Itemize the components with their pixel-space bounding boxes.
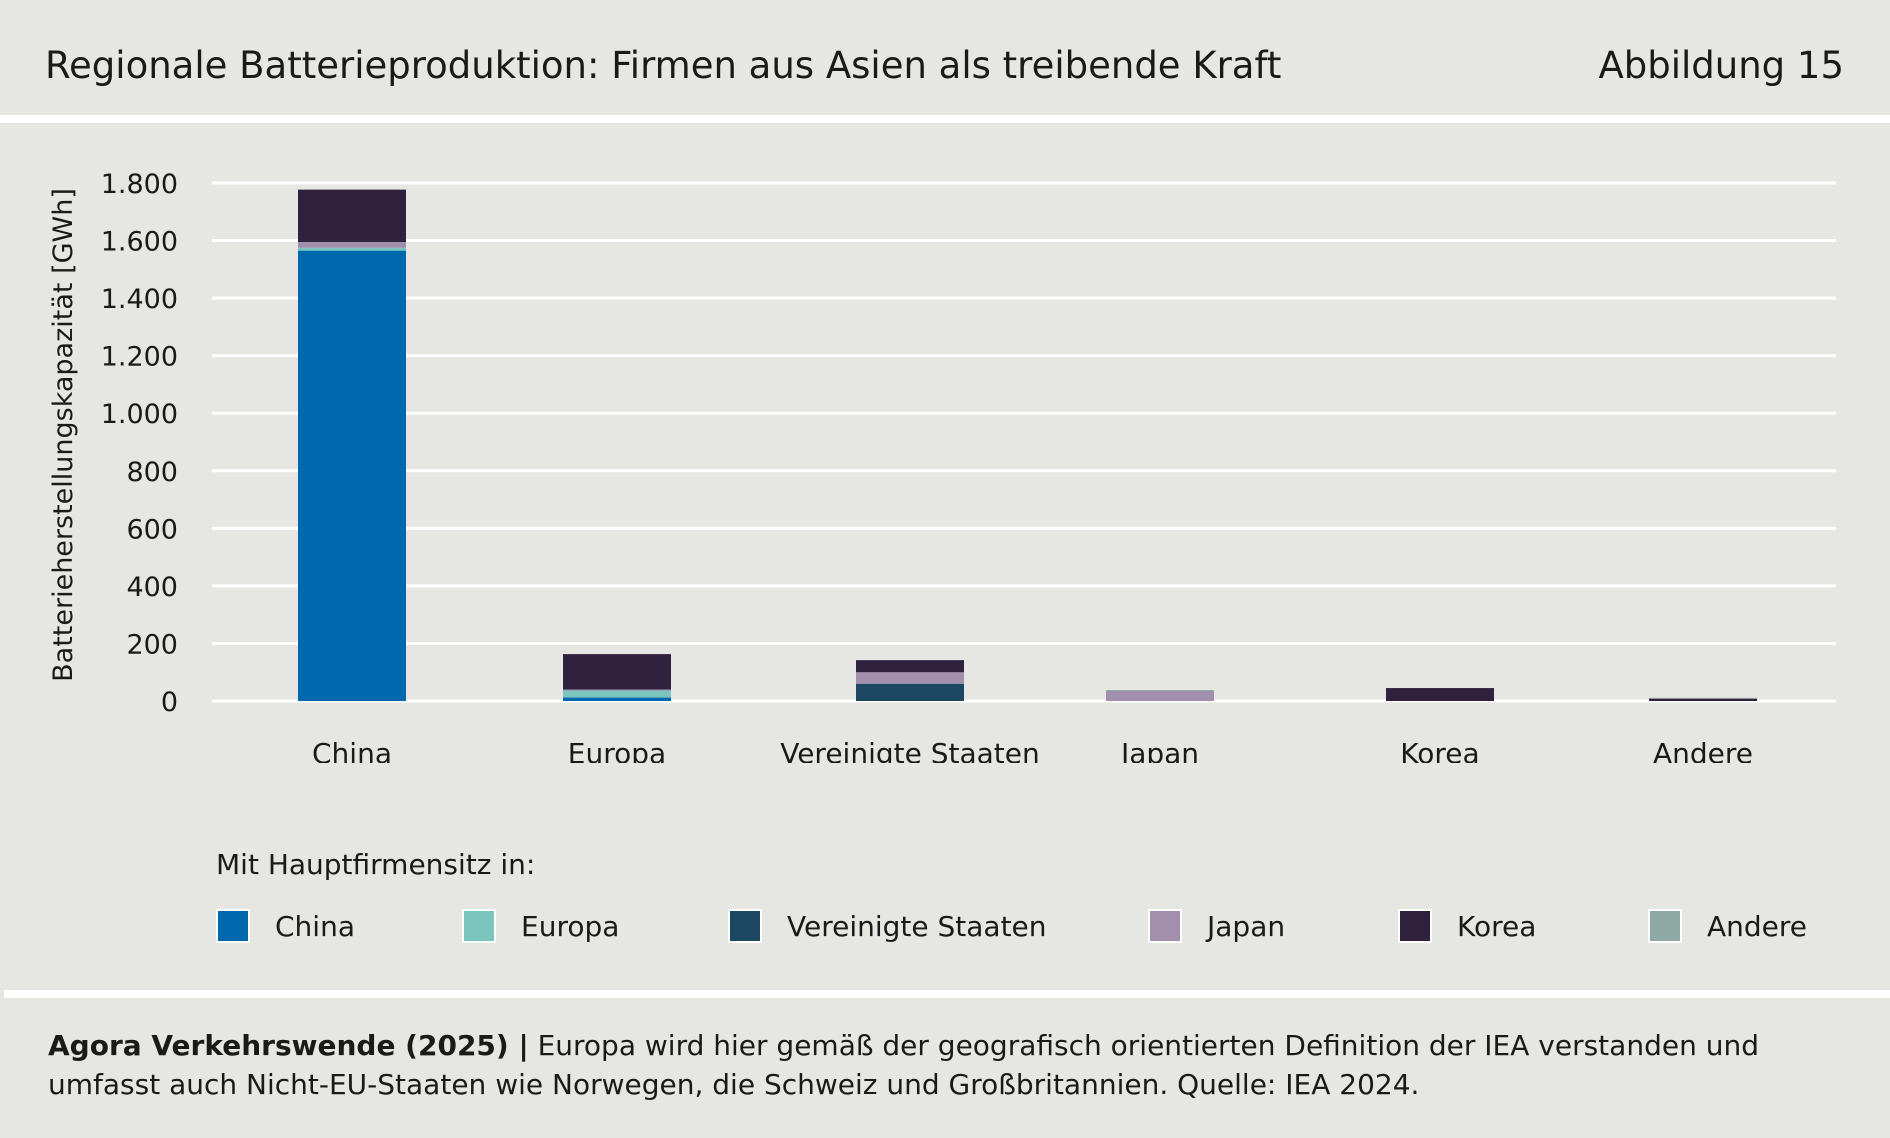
bar-segment [1106, 690, 1214, 692]
bar-segment [298, 189, 406, 242]
legend-label: Korea [1457, 909, 1537, 943]
legend-swatch [1398, 909, 1432, 943]
legend-swatch [728, 909, 762, 943]
y-axis-ticks: 0 200 400 600 800 1.000 1.200 1.400 1.600 1.800 [101, 169, 178, 718]
y-tick-label: 1.400 [101, 284, 178, 315]
legend-label: China [275, 909, 355, 943]
bottom-divider [4, 990, 1890, 998]
legend-label: Andere [1707, 909, 1808, 943]
bar-segment [1386, 688, 1494, 701]
legend-swatch [1648, 909, 1682, 943]
footer-text: Europa wird hier gemäß der geografisch o… [48, 1029, 1759, 1101]
y-axis-label: Batterieherstellungskapazität [GWh] [48, 188, 79, 682]
x-axis-ticks: China Europa Vereinigte Staaten Japan Korea A… [312, 737, 1753, 763]
chart-title: Regionale Batterieproduktion: Firmen aus… [45, 44, 1282, 87]
legend-item: Andere [1648, 906, 1807, 946]
footer-source: Agora Verkehrswende (2025) | [48, 1029, 529, 1062]
legend-title: Mit Hauptfirmensitz in: [216, 848, 536, 881]
top-divider [0, 115, 1890, 123]
x-tick-label: China [312, 737, 392, 763]
y-tick-label: 1.600 [101, 227, 178, 258]
bar-segment [563, 697, 671, 701]
footer-note: Agora Verkehrswende (2025) | Europa wird… [48, 1026, 1848, 1104]
bar-segment [856, 660, 964, 673]
legend-swatch [462, 909, 496, 943]
legend-swatch [1148, 909, 1182, 943]
bar-segment [298, 247, 406, 251]
x-tick-label: Korea [1400, 737, 1479, 763]
bar-segment [856, 672, 964, 684]
x-tick-label: Vereinigte Staaten [780, 737, 1040, 763]
legend-label: Japan [1207, 909, 1286, 943]
legend: China Europa Vereinigte Staaten Japan Korea A… [0, 906, 1890, 950]
bar-segment [1106, 690, 1214, 701]
header: Regionale Batterieproduktion: Firmen aus… [0, 0, 1890, 115]
y-tick-label: 1.200 [101, 342, 178, 373]
legend-item: Korea [1398, 906, 1536, 946]
bar-segment [563, 654, 671, 690]
y-tick-label: 1.000 [101, 399, 178, 430]
x-tick-label: Japan [1119, 737, 1199, 763]
bar-chart: 0 200 400 600 800 1.000 1.200 1.400 1.600 1.800 C… [48, 169, 1836, 763]
bar-segment [1649, 698, 1757, 701]
y-tick-label: 800 [126, 457, 178, 488]
y-tick-label: 1.800 [101, 169, 178, 200]
legend-item: Japan [1148, 906, 1285, 946]
y-tick-label: 0 [161, 687, 178, 718]
bar-segment [856, 683, 964, 701]
legend-item: China [216, 906, 355, 946]
bar-segment [1649, 697, 1757, 699]
legend-label: Europa [521, 909, 620, 943]
y-tick-label: 200 [126, 629, 178, 660]
bars [298, 189, 1757, 701]
y-tick-label: 600 [126, 514, 178, 545]
legend-item: Vereinigte Staaten [728, 906, 1047, 946]
x-tick-label: Andere [1653, 737, 1753, 763]
bar-segment [563, 690, 671, 698]
figure-label: Abbildung 15 [1598, 44, 1844, 87]
legend-label: Vereinigte Staaten [787, 909, 1047, 943]
bar-segment [298, 241, 406, 248]
y-tick-label: 400 [126, 572, 178, 603]
legend-swatch [216, 909, 250, 943]
bar-segment [298, 250, 406, 701]
x-tick-label: Europa [568, 737, 666, 763]
gridlines [212, 181, 1836, 703]
legend-item: Europa [462, 906, 619, 946]
bar-segment [563, 689, 671, 691]
